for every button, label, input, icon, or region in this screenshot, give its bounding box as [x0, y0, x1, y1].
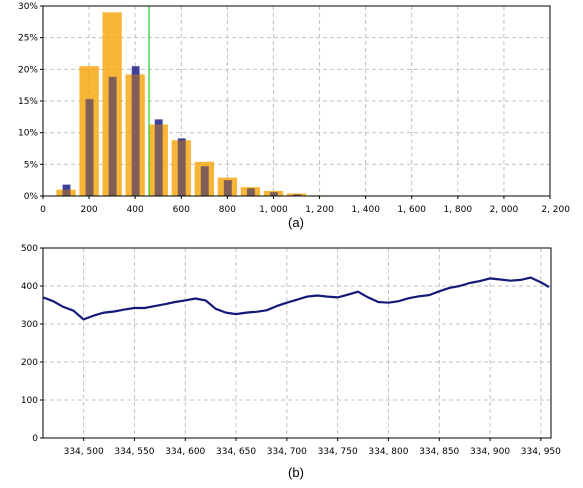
chart-b-x-tick-label: 334, 500: [64, 447, 104, 457]
chart-a-bar-overlap: [223, 180, 232, 196]
chart-a-y-tick-label: 0%: [24, 192, 39, 202]
chart-a-x-tick-label: 200: [80, 205, 97, 215]
chart-a-x-tick-label: 1, 000: [259, 205, 288, 215]
chart-a-bar-blue: [62, 184, 71, 196]
chart-a-x-tick-label: 2, 000: [490, 205, 519, 215]
chart-a-bar-overlap: [131, 74, 140, 196]
chart-b-plot-frame: [42, 247, 552, 439]
chart-b-y-tick-label: 0: [32, 434, 38, 444]
chart-a-bar-blue: [200, 166, 209, 196]
chart-a-bar-overlap: [269, 192, 278, 196]
chart-a-bars: [56, 12, 330, 197]
chart-b-x-tick-label: 334, 600: [165, 447, 205, 457]
chart-b-x-tick-label: 334, 700: [267, 447, 307, 457]
chart-a-bar-blue: [131, 66, 140, 197]
chart-b-x-tick-label: 334, 900: [470, 447, 510, 457]
chart-a-y-tick-label: 15%: [18, 97, 38, 107]
chart-a-x-tick-label: 800: [219, 205, 236, 215]
chart-a-x-tick-label: 1, 600: [397, 205, 426, 215]
chart-a-y-tick-labels: 0% 5% 10% 15% 20% 25% 30%: [18, 2, 43, 202]
chart-a-caption: (a): [288, 215, 304, 230]
chart-a-bar-overlap: [246, 188, 255, 196]
chart-b-y-tick-label: 500: [21, 244, 38, 254]
chart-a-bar-overlap: [62, 189, 71, 196]
chart-a-x-tick-label: 2, 200: [541, 205, 570, 215]
chart-b-x-tick-label: 334, 550: [114, 447, 154, 457]
chart-a-bar-blue: [108, 76, 117, 196]
chart-a-bar-overlap: [200, 166, 209, 196]
chart-a-x-tick-label: 400: [127, 205, 144, 215]
chart-a-x-tick-label: 0: [40, 205, 46, 215]
chart-a-bar-blue: [85, 99, 94, 196]
chart-a-y-tick-label: 5%: [24, 160, 39, 170]
chart-b-y-tick-label: 100: [21, 396, 38, 406]
chart-a-bar-blue: [246, 188, 255, 196]
chart-a-y-tick-label: 10%: [18, 129, 38, 139]
chart-b-x-tick-label: 334, 750: [318, 447, 358, 457]
chart-a-bar-overlap: [293, 194, 301, 196]
chart-a-bar-blue: [269, 192, 278, 196]
chart-b-y-tick-label: 300: [21, 320, 38, 330]
chart-b-y-tick-label: 200: [21, 358, 38, 368]
chart-a-bar-overlap: [154, 124, 163, 196]
chart-a-x-tick-label: 1, 400: [351, 205, 380, 215]
chart-b-series-line: [42, 276, 550, 321]
chart-a-x-tick-label: 1, 800: [443, 205, 472, 215]
chart-a-x-tick-label: 600: [173, 205, 190, 215]
chart-b-grid: [43, 248, 551, 438]
chart-b-x-tick-label: 334, 800: [368, 447, 408, 457]
chart-a-x-tick-label: 1, 200: [305, 205, 334, 215]
chart-b-caption: (b): [288, 465, 304, 480]
chart-a-bar-overlap: [177, 140, 186, 196]
chart-a: 0% 5% 10% 15% 20% 25% 30% 0 200 400 600 800 1, 000 1…: [18, 2, 570, 230]
chart-a-y-tick-label: 30%: [18, 2, 38, 12]
chart-a-bar-blue: [223, 180, 232, 196]
chart-b-x-tick-label: 334, 950: [521, 447, 561, 457]
chart-b-x-tick-labels: 334, 500 334, 550 334, 600 334, 650 334, 700…: [64, 438, 561, 457]
chart-b-y-tick-label: 400: [21, 282, 38, 292]
chart-b-x-tick-label: 334, 850: [419, 447, 459, 457]
chart-b-x-tick-label: 334, 650: [216, 447, 256, 457]
chart-a-bar-overlap: [108, 76, 117, 196]
chart-b-y-tick-labels: 0 100 200 300 400 500: [21, 244, 43, 444]
chart-a-bar-blue: [177, 138, 186, 196]
chart-b: 0 100 200 300 400 500 334, 500 334, 550 334, 60…: [21, 244, 561, 480]
chart-a-y-tick-label: 25%: [18, 34, 38, 44]
chart-a-bar-blue: [154, 119, 163, 196]
chart-a-y-tick-label: 20%: [18, 65, 38, 75]
chart-a-x-tick-labels: 0 200 400 600 800 1, 000 1, 200 1, 400 1, 600 1, …: [40, 196, 570, 215]
chart-a-bar-overlap: [85, 99, 94, 196]
chart-a-bar-blue: [293, 194, 301, 196]
